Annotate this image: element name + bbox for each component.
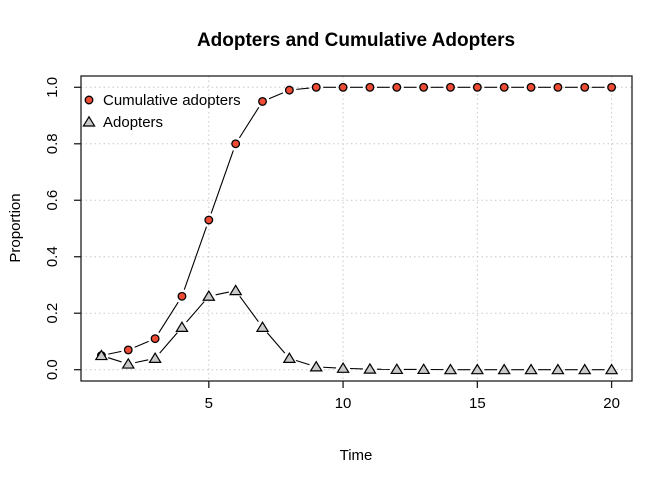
- series-connector-line: [158, 301, 179, 334]
- data-point-circle: [123, 345, 133, 355]
- series-connector-line: [210, 150, 234, 214]
- series-connector-line: [108, 350, 122, 355]
- data-point-circle: [472, 82, 482, 92]
- data-point-triangle: [94, 349, 109, 361]
- y-tick-label: 0.2: [44, 303, 61, 324]
- series-connector-line: [215, 291, 229, 296]
- data-point-circle: [84, 95, 94, 105]
- data-series-layer: [94, 82, 619, 375]
- data-point-triangle: [309, 360, 323, 372]
- data-point-circle: [311, 82, 321, 92]
- y-tick-label: 0.0: [44, 359, 61, 380]
- data-point-circle: [338, 82, 348, 92]
- x-tick-label: 5: [205, 395, 213, 412]
- series-connector-line: [266, 332, 286, 354]
- series-connector-line: [183, 226, 208, 290]
- data-point-triangle: [604, 363, 619, 375]
- data-point-circle: [607, 82, 617, 92]
- legend-label: Adopters: [103, 114, 163, 131]
- data-point-triangle: [202, 289, 216, 301]
- data-point-circle: [231, 139, 241, 149]
- data-point-triangle: [175, 320, 189, 332]
- data-point-circle: [580, 82, 590, 92]
- series-connector-line: [159, 332, 178, 354]
- series-connector-line: [268, 92, 284, 100]
- plot-border: [80, 75, 633, 382]
- data-point-circle: [284, 85, 294, 95]
- y-tick-label: 0.4: [44, 246, 61, 267]
- legend-label: Cumulative adopters: [103, 92, 241, 109]
- series-connector-line: [186, 301, 205, 323]
- data-point-circle: [365, 82, 375, 92]
- legend: Cumulative adopters Adopters: [82, 92, 241, 131]
- series-connector-line: [323, 366, 337, 369]
- chart-title: Adopters and Cumulative Adopters: [197, 30, 515, 51]
- series-circle: [96, 82, 617, 361]
- grid-layer: [81, 76, 632, 381]
- series-connector-line: [239, 295, 259, 323]
- data-point-triangle: [416, 363, 431, 375]
- series-connector-line: [238, 107, 260, 139]
- x-axis-label: Time: [340, 447, 373, 464]
- axis-ticks: 5 10 15 20 0.0 0.2 0.4 0.6 0.8 1.0: [44, 77, 620, 412]
- data-point-triangle: [551, 363, 565, 375]
- y-tick-label: 1.0: [44, 77, 61, 98]
- series-triangle: [94, 284, 619, 375]
- data-point-triangle: [524, 363, 538, 375]
- data-point-triangle: [443, 363, 458, 375]
- x-tick-label: 10: [335, 395, 352, 412]
- y-tick-label: 0.6: [44, 190, 61, 211]
- data-point-circle: [204, 215, 214, 225]
- data-point-circle: [177, 291, 187, 301]
- series-connector-line: [134, 340, 149, 348]
- data-point-triangle: [470, 363, 485, 375]
- data-point-triangle: [121, 357, 135, 369]
- data-point-triangle: [282, 352, 297, 364]
- data-point-triangle: [228, 284, 243, 296]
- data-point-triangle: [363, 362, 377, 374]
- data-point-circle: [419, 82, 429, 92]
- data-point-triangle: [336, 361, 350, 373]
- data-point-circle: [258, 96, 267, 106]
- data-point-triangle: [578, 363, 592, 375]
- series-connector-line: [296, 87, 310, 90]
- series-connector-line: [107, 357, 122, 363]
- y-axis-label: Proportion: [7, 193, 24, 262]
- data-point-triangle: [497, 363, 511, 375]
- x-tick-label: 15: [469, 395, 486, 412]
- data-point-triangle: [148, 352, 162, 364]
- data-point-circle: [553, 82, 563, 92]
- data-point-circle: [150, 334, 160, 344]
- data-point-circle: [499, 82, 509, 92]
- data-point-circle: [392, 82, 402, 92]
- x-tick-label: 20: [603, 395, 620, 412]
- data-point-circle: [526, 82, 536, 92]
- series-connector-line: [134, 359, 149, 364]
- series-connector-line: [295, 359, 310, 366]
- data-point-triangle: [390, 363, 404, 375]
- y-tick-label: 0.8: [44, 133, 61, 154]
- data-point-circle: [446, 82, 455, 92]
- data-point-triangle: [255, 320, 270, 332]
- data-point-triangle: [82, 115, 96, 127]
